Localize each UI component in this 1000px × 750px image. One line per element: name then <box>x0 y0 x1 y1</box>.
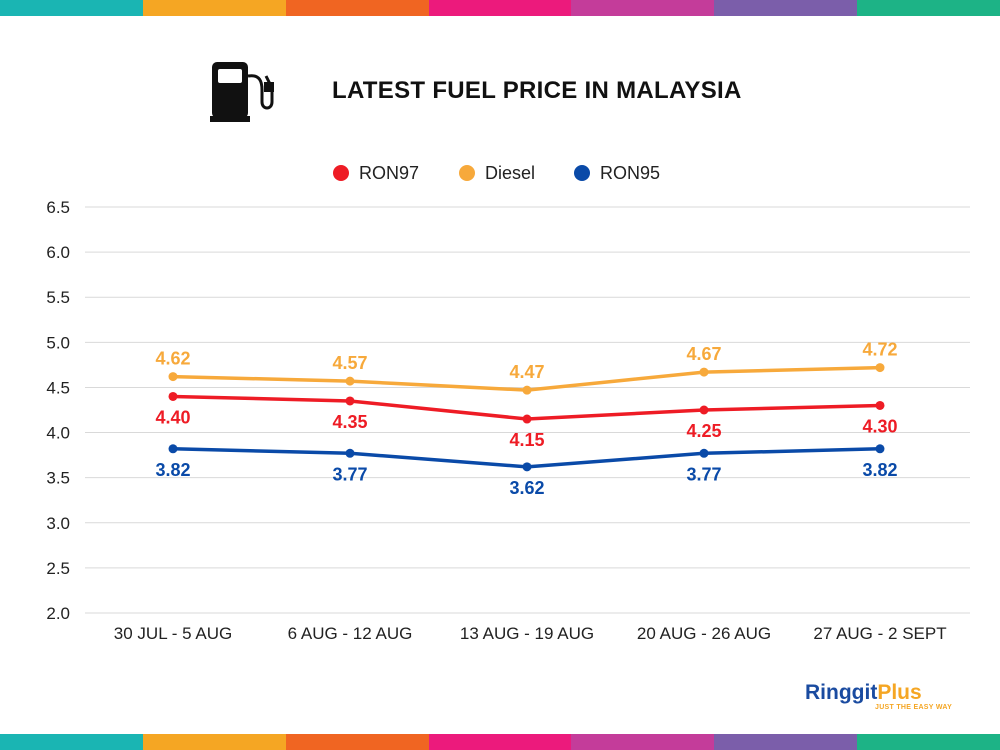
legend-marker <box>574 165 590 181</box>
data-point <box>875 363 885 373</box>
y-tick-label: 5.0 <box>46 333 70 352</box>
y-tick-label: 3.5 <box>46 469 70 488</box>
data-label: 4.47 <box>509 362 544 382</box>
data-label: 4.62 <box>155 349 190 369</box>
data-point <box>168 372 178 382</box>
data-label: 4.72 <box>862 340 897 360</box>
x-tick-label: 13 AUG - 19 AUG <box>460 624 594 643</box>
data-point <box>875 400 885 410</box>
legend-marker <box>459 165 475 181</box>
data-label: 3.77 <box>332 464 367 484</box>
data-point <box>168 391 178 401</box>
stripe-segment <box>714 734 858 750</box>
x-tick-label: 6 AUG - 12 AUG <box>288 624 413 643</box>
data-label: 4.25 <box>686 421 721 441</box>
data-point <box>699 448 709 458</box>
data-point <box>875 444 885 454</box>
y-tick-label: 4.0 <box>46 424 70 443</box>
x-tick-label: 27 AUG - 2 SEPT <box>813 624 946 643</box>
x-tick-label: 30 JUL - 5 AUG <box>114 624 232 643</box>
bottom-color-stripe <box>0 734 1000 750</box>
data-point <box>345 448 355 458</box>
stripe-segment <box>571 734 715 750</box>
legend-label: Diesel <box>485 163 535 183</box>
data-point <box>522 414 532 424</box>
data-label: 3.82 <box>862 460 897 480</box>
y-tick-label: 6.5 <box>46 198 70 217</box>
data-point <box>522 385 532 395</box>
y-tick-label: 6.0 <box>46 243 70 262</box>
legend-marker <box>333 165 349 181</box>
stripe-segment <box>285 0 429 16</box>
y-tick-label: 3.0 <box>46 514 70 533</box>
data-label: 3.77 <box>686 464 721 484</box>
stripe-segment <box>857 734 1000 750</box>
brand-tagline: JUST THE EASY WAY <box>875 704 953 711</box>
brand-name-part1: Ringgit <box>805 681 878 704</box>
data-point <box>345 396 355 406</box>
data-point <box>522 462 532 472</box>
y-tick-label: 4.5 <box>46 378 70 397</box>
data-label: 4.30 <box>862 416 897 436</box>
data-label: 4.57 <box>332 353 367 373</box>
data-label: 3.62 <box>509 478 544 498</box>
stripe-segment <box>0 734 143 750</box>
data-label: 3.82 <box>155 460 190 480</box>
stripe-segment <box>428 0 572 16</box>
stripe-segment <box>142 0 286 16</box>
data-label: 4.15 <box>509 430 544 450</box>
data-point <box>345 376 355 386</box>
brand-name-part2: Plus <box>877 681 922 704</box>
y-tick-label: 5.5 <box>46 288 70 307</box>
legend-label: RON97 <box>359 163 419 183</box>
y-tick-label: 2.5 <box>46 559 70 578</box>
y-tick-label: 2.0 <box>46 604 70 623</box>
stripe-segment <box>428 734 572 750</box>
data-label: 4.40 <box>155 407 190 427</box>
chart-title: LATEST FUEL PRICE IN MALAYSIA <box>332 77 742 104</box>
top-color-stripe <box>0 0 1000 16</box>
chart-header: LATEST FUEL PRICE IN MALAYSIA <box>210 58 742 124</box>
fuel-pump-icon <box>210 62 274 122</box>
x-tick-label: 20 AUG - 26 AUG <box>637 624 771 643</box>
stripe-segment <box>857 0 1000 16</box>
stripe-segment <box>142 734 286 750</box>
stripe-segment <box>571 0 715 16</box>
data-point <box>699 405 709 415</box>
stripe-segment <box>0 0 143 16</box>
stripe-segment <box>714 0 858 16</box>
ringgitplus-logo: RinggitPlus JUST THE EASY WAY <box>805 682 955 718</box>
data-point <box>699 367 709 377</box>
legend-label: RON95 <box>600 163 660 183</box>
data-label: 4.35 <box>332 412 367 432</box>
stripe-segment <box>285 734 429 750</box>
data-label: 4.67 <box>686 344 721 364</box>
data-point <box>168 444 178 454</box>
